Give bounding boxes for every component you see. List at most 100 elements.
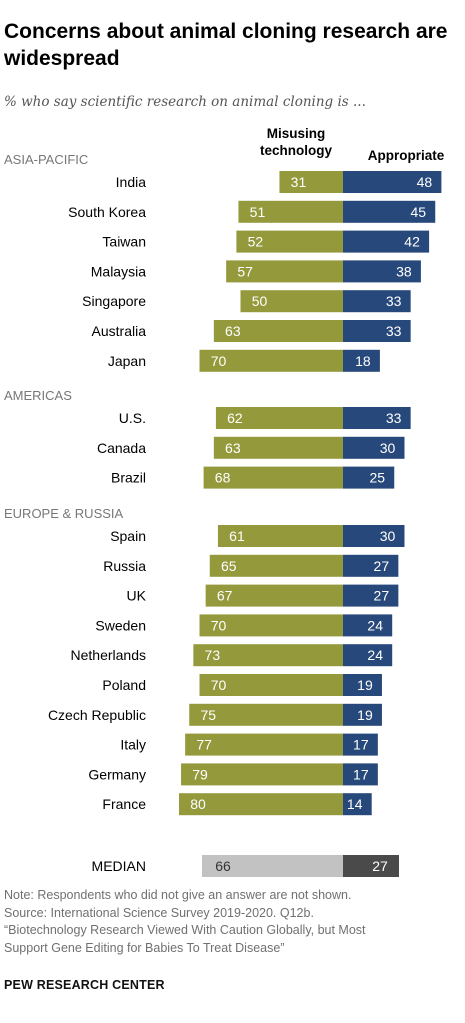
diverging-bar-chart: Misusing technology Appropriate ASIA-PACIFI… <box>4 126 445 877</box>
category-label: Italy <box>120 737 146 753</box>
bar-misusing <box>199 349 343 372</box>
bar-misusing <box>226 260 343 283</box>
category-label: Malaysia <box>91 263 146 279</box>
bar-misusing <box>279 171 343 193</box>
bar-misusing <box>205 584 343 607</box>
data-label-misusing: 70 <box>211 353 227 369</box>
data-label-misusing: 75 <box>200 707 216 723</box>
data-label-misusing: 79 <box>192 766 208 782</box>
data-label-appropriate: 33 <box>386 410 402 426</box>
category-label: Spain <box>110 528 146 544</box>
bar-appropriate <box>343 200 436 223</box>
data-label-misusing: 70 <box>211 677 227 693</box>
legend-appropriate: Appropriate <box>368 148 445 163</box>
bar-appropriate <box>343 703 382 726</box>
category-label: Canada <box>97 440 146 456</box>
data-label-misusing: 57 <box>237 263 253 279</box>
data-label-median-appropriate: 27 <box>372 858 388 874</box>
bar-misusing <box>181 763 343 786</box>
data-label-appropriate: 27 <box>374 588 390 604</box>
category-label: France <box>102 796 146 812</box>
bar-appropriate <box>343 554 399 577</box>
category-label: Australia <box>92 323 147 339</box>
data-label-appropriate: 30 <box>380 440 396 456</box>
data-label-misusing: 63 <box>225 440 241 456</box>
data-label-appropriate: 25 <box>369 470 385 486</box>
group-label: AMERICAS <box>4 388 72 403</box>
bar-misusing <box>189 703 343 726</box>
bar-appropriate <box>343 466 395 489</box>
data-label-appropriate: 19 <box>357 677 373 693</box>
bar-misusing <box>238 200 343 223</box>
category-label: Singapore <box>82 293 146 309</box>
category-label: Japan <box>108 353 146 369</box>
chart-note: Note: Respondents who did not give an an… <box>4 887 464 957</box>
bar-appropriate <box>343 230 430 253</box>
data-label-appropriate: 18 <box>355 353 371 369</box>
category-label: U.S. <box>119 410 146 426</box>
bar-misusing <box>213 436 343 459</box>
bar-appropriate <box>343 407 411 429</box>
category-label: Germany <box>88 766 146 782</box>
bar-misusing <box>193 644 343 667</box>
group-label: ASIA-PACIFIC <box>4 152 88 167</box>
report-title-line: “Biotechnology Research Viewed With Caut… <box>4 923 366 937</box>
data-label-appropriate: 38 <box>396 263 412 279</box>
data-label-appropriate: 27 <box>374 558 390 574</box>
category-label: Netherlands <box>71 647 147 663</box>
bar-misusing <box>199 614 343 637</box>
median-label: MEDIAN <box>92 858 146 874</box>
bar-misusing <box>240 290 343 313</box>
data-label-misusing: 80 <box>190 796 206 812</box>
data-label-appropriate: 33 <box>386 323 402 339</box>
data-label-appropriate: 24 <box>367 617 383 633</box>
category-label: Poland <box>102 677 146 693</box>
data-label-appropriate: 17 <box>353 737 369 753</box>
category-label: South Korea <box>68 204 146 220</box>
bar-appropriate <box>343 525 405 547</box>
group-label: EUROPE & RUSSIA <box>4 506 124 521</box>
bar-appropriate <box>343 260 421 283</box>
data-label-appropriate: 42 <box>404 234 420 250</box>
data-label-appropriate: 33 <box>386 293 402 309</box>
data-label-misusing: 68 <box>215 470 231 486</box>
bar-misusing <box>203 466 343 489</box>
bar-appropriate <box>343 171 442 193</box>
bar-appropriate <box>343 320 411 342</box>
data-label-appropriate: 30 <box>380 528 396 544</box>
category-label: Sweden <box>95 617 146 633</box>
data-label-median-misusing: 66 <box>215 858 231 874</box>
data-label-appropriate: 14 <box>347 796 363 812</box>
category-label: Taiwan <box>102 234 146 250</box>
bar-misusing <box>215 407 343 429</box>
bar-median-misusing <box>202 855 343 877</box>
chart-subtitle: % who say scientific research on animal … <box>4 94 366 110</box>
data-label-misusing: 62 <box>227 410 243 426</box>
data-label-misusing: 51 <box>250 204 266 220</box>
data-label-misusing: 61 <box>229 528 245 544</box>
bar-appropriate <box>343 763 378 786</box>
data-label-misusing: 31 <box>291 174 307 190</box>
category-label: Czech Republic <box>48 707 146 723</box>
bar-appropriate <box>343 614 393 637</box>
bar-misusing <box>213 320 343 342</box>
category-label: Brazil <box>111 470 146 486</box>
bar-misusing <box>199 674 343 696</box>
pew-research-center-logo: PEW RESEARCH CENTER <box>4 978 165 992</box>
bar-appropriate <box>343 290 411 313</box>
bar-misusing <box>217 525 343 547</box>
data-label-misusing: 73 <box>205 647 221 663</box>
data-label-appropriate: 48 <box>417 174 433 190</box>
category-label: India <box>116 174 147 190</box>
bar-appropriate <box>343 584 399 607</box>
bar-appropriate <box>343 349 380 372</box>
data-label-appropriate: 17 <box>353 766 369 782</box>
report-title-line: Support Gene Editing for Babies To Treat… <box>4 940 285 955</box>
category-label: UK <box>127 588 147 604</box>
data-label-misusing: 70 <box>211 617 227 633</box>
category-label: Russia <box>103 558 146 574</box>
data-label-misusing: 50 <box>252 293 268 309</box>
bar-appropriate <box>343 674 382 696</box>
data-label-appropriate: 24 <box>367 647 383 663</box>
data-label-misusing: 77 <box>196 737 212 753</box>
